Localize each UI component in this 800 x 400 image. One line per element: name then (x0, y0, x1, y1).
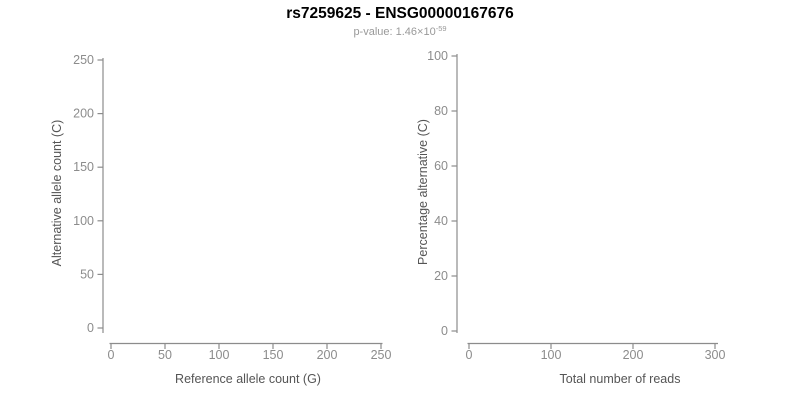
x-tick-label: 0 (108, 348, 115, 362)
data-point (243, 312, 248, 317)
data-point (119, 310, 124, 315)
data-point (522, 197, 527, 202)
data-point (118, 299, 123, 304)
x-tick-label: 0 (466, 348, 473, 362)
data-point (581, 296, 586, 301)
y-tick-label: 150 (73, 160, 94, 174)
data-point (499, 144, 504, 149)
data-point (750, 257, 755, 262)
data-point (386, 232, 391, 237)
data-point (772, 194, 777, 199)
x-tick-label: 50 (158, 348, 172, 362)
regression-line (111, 192, 388, 330)
data-point (522, 287, 527, 292)
data-point (497, 128, 502, 133)
y-tick-label: 250 (73, 53, 94, 67)
data-point (506, 175, 511, 180)
data-point (259, 238, 264, 243)
y-tick-label: 100 (427, 49, 448, 63)
y-tick-label: 60 (434, 159, 448, 173)
data-point (563, 268, 568, 273)
data-point (130, 301, 135, 306)
y-tick-label: 200 (73, 107, 94, 121)
left-x-axis-title: Reference allele count (G) (175, 372, 321, 386)
y-tick-label: 100 (73, 214, 94, 228)
y-tick-label: 20 (434, 269, 448, 283)
data-point (172, 317, 177, 322)
data-point (522, 155, 527, 160)
right-x-axis-title: Total number of reads (559, 372, 681, 386)
data-point (674, 318, 679, 323)
data-point (313, 132, 318, 137)
identity-dotted-line (103, 51, 390, 336)
data-point (488, 161, 493, 166)
data-point (120, 300, 125, 305)
data-point (118, 306, 123, 311)
right-scatter-panel: 0 100 200 300 0 20 40 60 80 100 (427, 49, 778, 362)
data-point (494, 153, 499, 158)
data-point (649, 224, 654, 229)
x-tick-label: 250 (371, 348, 392, 362)
page-title: rs7259625 - ENSG00000167676 (286, 5, 514, 22)
x-tick-label: 200 (623, 348, 644, 362)
x-tick-label: 300 (705, 348, 726, 362)
x-tick-label: 150 (263, 348, 284, 362)
p-value-exponent: -59 (435, 24, 447, 33)
left-scatter-panel: 0 50 100 150 200 250 0 50 100 150 200 250 (73, 51, 392, 362)
y-tick-label: 40 (434, 214, 448, 228)
x-tick-label: 100 (541, 348, 562, 362)
y-tick-label: 0 (87, 321, 94, 335)
data-point (248, 315, 253, 320)
data-point (372, 318, 377, 323)
data-point (583, 301, 588, 306)
data-layer (103, 51, 391, 336)
y-tick-label: 0 (441, 324, 448, 338)
y-tick-label: 80 (434, 104, 448, 118)
data-point (136, 283, 141, 288)
data-point (649, 194, 654, 199)
p-value-subtitle: p-value: 1.46×10-59 (0, 24, 800, 38)
data-point (232, 212, 237, 217)
data-point (209, 301, 214, 306)
data-point (490, 161, 495, 166)
x-tick-label: 200 (317, 348, 338, 362)
p-value-text: p-value: 1.46×10 (353, 26, 436, 38)
x-tick-label: 100 (209, 348, 230, 362)
data-layer (461, 128, 778, 323)
data-point (177, 317, 182, 322)
data-point (530, 287, 535, 292)
data-point (496, 142, 501, 147)
data-point (146, 293, 151, 298)
y-tick-label: 50 (80, 267, 94, 281)
